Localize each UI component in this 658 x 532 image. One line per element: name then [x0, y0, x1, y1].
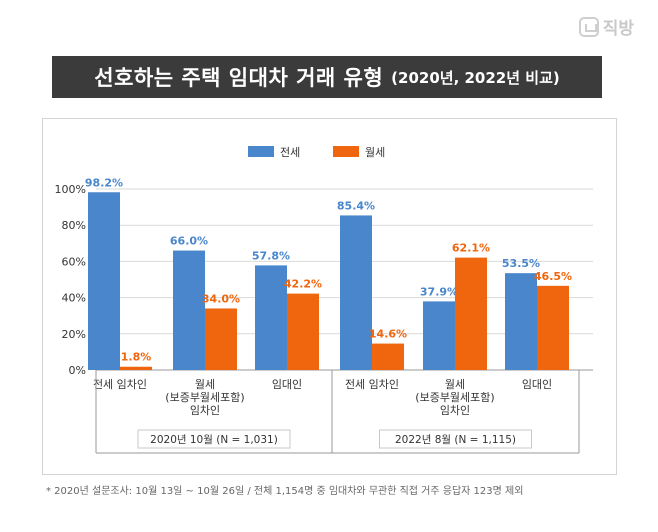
data-label: 1.8%	[121, 351, 152, 364]
group-label-box	[137, 429, 291, 449]
chart-title: 선호하는 주택 임대차 거래 유형	[94, 66, 384, 90]
y-tick-label: 20%	[62, 328, 86, 341]
y-tick-label: 40%	[62, 292, 86, 305]
data-label: 57.8%	[252, 249, 290, 262]
y-tick-label: 100%	[55, 183, 86, 196]
data-label: 85.4%	[337, 199, 375, 212]
chart-subtitle: (2020년, 2022년 비교)	[391, 68, 560, 87]
legend-swatch-jeonse	[248, 146, 274, 157]
bar-wolse	[287, 293, 319, 370]
bar-jeonse	[88, 192, 120, 370]
category-label: 임차인	[440, 404, 470, 417]
category-label: (보증부월세포함)	[165, 391, 244, 404]
logo-text: 직방	[602, 19, 634, 39]
y-tick-label: 60%	[62, 255, 86, 268]
legend-swatch-wolse	[333, 146, 359, 157]
data-label: 53.5%	[502, 257, 540, 270]
bar-wolse	[372, 343, 404, 370]
legend-label: 월세	[365, 146, 385, 159]
bar-jeonse	[423, 301, 455, 370]
data-label: 14.6%	[369, 328, 407, 341]
bar-jeonse	[505, 273, 537, 370]
data-label: 42.2%	[284, 278, 322, 291]
bar-wolse	[537, 285, 569, 370]
data-label: 46.5%	[534, 270, 572, 283]
category-label: 전세 임차인	[93, 378, 147, 391]
title-banner: 선호하는 주택 임대차 거래 유형 (2020년, 2022년 비교)	[52, 56, 602, 98]
group-label-box	[379, 429, 532, 449]
bar-wolse	[205, 308, 237, 370]
bar-wolse	[455, 257, 487, 370]
category-label: 임대인	[522, 378, 552, 391]
y-tick-label: 80%	[62, 219, 86, 232]
bar-jeonse	[340, 215, 372, 370]
group-label: 2020년 10월 (N = 1,031)	[150, 434, 278, 446]
category-label: 월세	[195, 378, 215, 391]
data-label: 98.2%	[85, 176, 123, 189]
bar-wolse	[120, 366, 152, 370]
category-label: 임차인	[190, 404, 220, 417]
data-label: 62.1%	[452, 242, 490, 255]
bar-chart: 0%20%40%60%80%100%전세 월세98.2%1.8%66.0%34.0…	[55, 146, 593, 454]
legend-label: 전세	[280, 146, 300, 159]
group-label: 2022년 8월 (N = 1,115)	[395, 434, 516, 446]
y-tick-label: 0%	[69, 364, 86, 377]
category-label: 전세 임차인	[345, 378, 399, 391]
logo: 직방	[578, 14, 634, 39]
bar-jeonse	[173, 250, 205, 370]
data-label: 66.0%	[170, 235, 208, 248]
category-label: 임대인	[272, 378, 302, 391]
bar-jeonse	[255, 265, 287, 370]
chart-panel: 0% 20% 40% 60% 80% 100% 전세 월세 98.2% 1.8% 66.0% 34.0…	[42, 118, 617, 475]
data-label: 37.9%	[420, 285, 458, 298]
footnote: * 2020년 설문조사: 10월 13일 ~ 10월 26일 / 전체 1,1…	[46, 486, 524, 497]
house-icon	[578, 16, 599, 37]
category-label: (보증부월세포함)	[415, 391, 494, 404]
category-label: 월세	[445, 378, 465, 391]
data-label: 34.0%	[202, 292, 240, 305]
